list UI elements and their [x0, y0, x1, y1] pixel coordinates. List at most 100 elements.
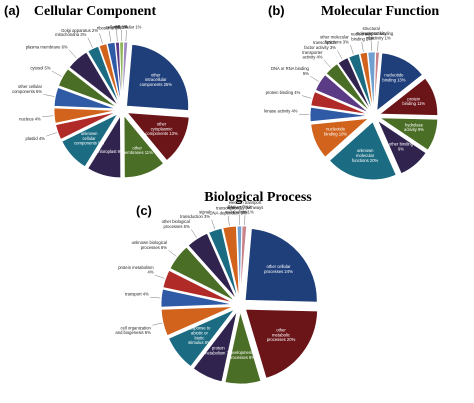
leader-line-plasma-membrane — [69, 49, 77, 59]
pie-slice-other-intracellular-components — [126, 43, 189, 111]
slice-label-transcription-factor-activity: transcription factor activity 3% — [304, 40, 336, 50]
leader-line-ribosome — [108, 31, 112, 42]
pie-slice-signal-transduction — [208, 227, 239, 299]
pie-slice-mitochondria — [87, 45, 120, 105]
slice-label-other-metabolic-processes: other metabolic processes 20% — [267, 328, 296, 343]
pie-cellular-component: other intracellular components 25% other cyt… — [12, 25, 190, 179]
slice-label-receptor-binding-or-activity: receptor binding or activity 1% — [363, 31, 394, 41]
slice-label-signal-transduction: signal transduction 3% — [180, 209, 210, 219]
leader-line-extracellular — [125, 30, 127, 42]
pie-slice-nucleotide-binding — [376, 52, 423, 112]
pie-slice-golgi-apparatus — [98, 43, 121, 105]
pie-slice-plastid — [55, 111, 117, 140]
slice-label-dna-or-rna-metabolism: DNA or RNA metabolism 1% — [225, 205, 254, 215]
pie-slice-other-binding — [376, 119, 427, 175]
pie-slice-nucleic-acid-binding — [359, 51, 374, 111]
pie-slice-other-cytoplasmic-components — [126, 112, 190, 162]
slice-label-unknown-biological-processes: unknown biological processes 6% — [132, 240, 168, 250]
slice-label-er: ER 1% — [115, 25, 128, 30]
leader-line-transcription-dna-dependent — [227, 215, 230, 226]
slice-label-protein-binding: protein binding 11% — [402, 96, 425, 106]
pie-slice-transport — [160, 288, 234, 308]
pie-slice-dna-or-rna-metabolism — [236, 225, 243, 299]
slice-label-other-cytoplasmic-components: other cytoplasmic components 13% — [145, 122, 178, 137]
pie-slice-other-cellular-processes — [244, 228, 318, 303]
leader-line-golgi-apparatus — [99, 33, 103, 44]
leader-line-receptor-binding-or-activity — [377, 41, 379, 52]
pie-slice-cytosol — [58, 68, 118, 108]
slice-label-dna-or-rna-binding: DNA or RNA binding 5% — [271, 66, 310, 76]
panel-cellular-component: (a) Cellular Component other intracellula… — [4, 3, 190, 179]
leader-line-signal-transduction — [211, 219, 215, 230]
slice-label-protein-binding: protein binding 4% — [266, 90, 301, 95]
pie-slice-nucleotide-binding — [310, 117, 370, 158]
slice-label-structural-molecule-activity: structural molecule activity 2% — [356, 26, 388, 41]
leader-line-nucleic-acid-binding — [361, 41, 364, 52]
slice-label-transporter-activity: transporter activity 4% — [302, 50, 323, 60]
panel-title-cellular-component: Cellular Component — [34, 4, 157, 19]
slice-label-other-cellular-processes: other cellular processes 24% — [264, 264, 293, 274]
pie-slice-plasma-membrane — [68, 51, 119, 106]
slice-label-cell-wall: cell wall 1% — [106, 25, 128, 30]
pie-slice-dna-or-rna-binding — [314, 74, 370, 114]
leader-line-plastid — [46, 132, 57, 137]
pie-biological-process: other cellular processes 24% other metaboli… — [115, 200, 318, 385]
slice-label-electron-transport-or-energy-pathways: electron transport or energy pathways 1% — [227, 200, 264, 215]
pie-slice-protein-metabolism — [162, 269, 234, 304]
leader-line-transporter-activity — [323, 59, 331, 68]
leader-line-protein-binding — [301, 95, 312, 99]
pie-slice-unknown-biological-processes — [169, 246, 235, 302]
pie-slice-structural-molecule-activity — [367, 51, 376, 111]
pie-slice-hydrolase-activity — [378, 117, 439, 151]
pie-slice-receptor-binding-or-activity — [373, 51, 380, 111]
slice-label-extracellular: extracellular 1% — [112, 25, 142, 30]
leader-line-cytosol — [51, 70, 62, 77]
pie-slice-transcription-factor-activity — [337, 57, 372, 111]
leader-line-transcription-factor-activity — [337, 50, 343, 60]
slice-label-nucleotide-binding: nucleotide binding 13% — [382, 73, 405, 83]
slice-label-kinase-activity: kinase activity 4% — [264, 109, 298, 114]
slice-label-response-to-abiotic-or-biotic-stimulus: response to abiotic or biotic stimulus 8% — [188, 326, 211, 345]
slice-label-nucleic-acid-binding: nucleic acid binding 2% — [351, 32, 374, 42]
slice-label-nucleotide-binding: nucleotide binding 10% — [324, 127, 347, 137]
pie-slice-electron-transport-or-energy-pathways — [239, 225, 248, 299]
pie-slice-cell-organization-and-biogenesis — [160, 306, 234, 337]
leader-line-cell-organization-and-biogenesis — [152, 322, 163, 326]
slice-label-other-binding: other binding 9% — [389, 142, 414, 152]
slice-label-unknown-molecular-functions: unknown molecular functions 20% — [352, 148, 379, 163]
slice-label-hydrolase-activity: hydrolase activity 9% — [404, 122, 424, 132]
slice-label-transport: transport 4% — [125, 292, 149, 297]
panel-biological-process: (c) Biological Process other cellular pro… — [115, 190, 318, 385]
pie-slice-other-molecular-functions — [348, 53, 373, 111]
pie-slice-developmental-processes — [224, 311, 262, 385]
pie-slice-response-to-abiotic-or-biotic-stimulus — [168, 308, 235, 368]
panel-molecular-function: (b) Molecular Function nucleotide binding… — [264, 3, 439, 181]
slice-label-golgi-apparatus: Golgi apparatus 2% — [61, 28, 98, 33]
panel-letter-c: (c) — [136, 203, 152, 218]
leader-line-transport — [150, 296, 161, 299]
pie-slice-protein-binding — [378, 77, 439, 116]
pie-slice-kinase-activity — [309, 106, 369, 123]
slice-label-other-biological-processes: other biological processes 5% — [162, 219, 190, 229]
leader-line-dna-or-rna-binding — [310, 76, 319, 82]
slice-label-ribosome: ribosome 2% — [97, 26, 122, 31]
slice-label-other-membranes: other membranes 11% — [121, 145, 153, 155]
slice-label-cell-organization-and-biogenesis: cell organization and biogenesis 6% — [115, 325, 151, 335]
leader-line-other-biological-processes — [191, 229, 197, 238]
slice-label-protein-metabolism: protein metabolism 7% — [204, 345, 233, 355]
slice-label-plasma-membrane: plasma membrane 6% — [26, 44, 68, 49]
pie-slice-unknown-molecular-functions — [328, 121, 397, 181]
pie-slice-transcription-dna-dependent — [222, 225, 240, 299]
pie-molecular-function: nucleotide binding 13% protein binding 11% h… — [264, 26, 439, 181]
leader-line-other-cellular-components — [43, 94, 55, 97]
slice-label-plastid: plastid 4% — [26, 136, 46, 141]
leader-line-other-molecular-functions — [350, 44, 354, 55]
panel-title-biological-process: Biological Process — [204, 190, 312, 205]
pie-slice-transporter-activity — [325, 63, 371, 112]
slice-label-other-molecular-functions: other molecular functions 3% — [320, 35, 349, 45]
pie-slice-other-membranes — [123, 114, 165, 179]
slice-label-cytosol: cytosol 5% — [30, 66, 51, 71]
pie-slice-other-biological-processes — [187, 232, 237, 300]
pie-slice-extracellular — [121, 41, 129, 105]
